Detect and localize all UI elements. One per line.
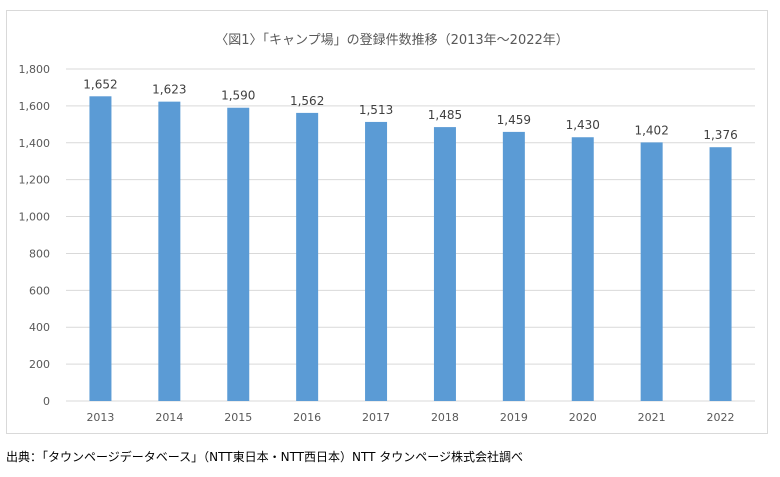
data-label-2022: 1,376 [703, 128, 737, 142]
bar-2013 [89, 96, 112, 401]
x-tick-label: 2021 [638, 411, 666, 424]
y-tick-label: 600 [29, 284, 50, 297]
data-label-2013: 1,652 [83, 77, 117, 91]
bar-2017 [365, 121, 388, 402]
x-tick-label: 2018 [431, 411, 459, 424]
x-tick-label: 2019 [500, 411, 528, 424]
data-label-2018: 1,485 [428, 108, 462, 122]
x-tick-label: 2014 [155, 411, 183, 424]
data-label-2021: 1,402 [634, 123, 668, 137]
data-label-2016: 1,562 [290, 94, 324, 108]
data-label-2020: 1,430 [566, 118, 600, 132]
data-label-2014: 1,623 [152, 83, 186, 97]
bar-2019 [502, 131, 525, 401]
y-tick-label: 200 [29, 358, 50, 371]
x-tick-label: 2013 [86, 411, 114, 424]
y-tick-label: 0 [43, 395, 50, 408]
y-tick-label: 400 [29, 321, 50, 334]
y-tick-label: 800 [29, 247, 50, 260]
chart-title: 〈図1〉「キャンプ場」の登録件数推移（2013年～2022年） [215, 33, 569, 48]
bar-2022 [709, 147, 732, 401]
data-label-2019: 1,459 [497, 113, 531, 127]
bars [89, 96, 732, 402]
x-tick-label: 2017 [362, 411, 390, 424]
bar-2020 [571, 137, 594, 401]
data-label-2017: 1,513 [359, 103, 393, 117]
bar-2021 [640, 142, 663, 402]
y-axis-ticks: 0 200 400 600 800 1,000 1,200 1,400 1,600 1,800 [19, 63, 51, 408]
gridlines [66, 68, 755, 402]
bar-2014 [158, 101, 181, 401]
x-tick-label: 2015 [224, 411, 252, 424]
data-label-2015: 1,590 [221, 89, 255, 103]
bar-2016 [296, 112, 319, 402]
y-tick-label: 1,800 [19, 63, 51, 76]
y-tick-label: 1,200 [19, 174, 51, 187]
source-note: 出典：「タウンページデータベース」（NTT東日本・NTT西日本）NTT タウンペ… [6, 450, 524, 464]
y-tick-label: 1,600 [19, 100, 51, 113]
data-labels: 1,652 1,623 1,590 1,562 1,513 1,485 1,459 1,430… [83, 77, 737, 142]
y-tick-label: 1,000 [19, 211, 51, 224]
x-tick-label: 2022 [707, 411, 735, 424]
x-tick-label: 2016 [293, 411, 321, 424]
bar-2015 [227, 107, 250, 401]
y-tick-label: 1,400 [19, 137, 51, 150]
x-axis-ticks: 2013 2014 2015 2016 2017 2018 2019 2020 2021 2022 [86, 411, 734, 424]
x-tick-label: 2020 [569, 411, 597, 424]
bar-2018 [433, 127, 456, 401]
bar-chart: 〈図1〉「キャンプ場」の登録件数推移（2013年～2022年） 0 200 400 6… [19, 33, 755, 424]
